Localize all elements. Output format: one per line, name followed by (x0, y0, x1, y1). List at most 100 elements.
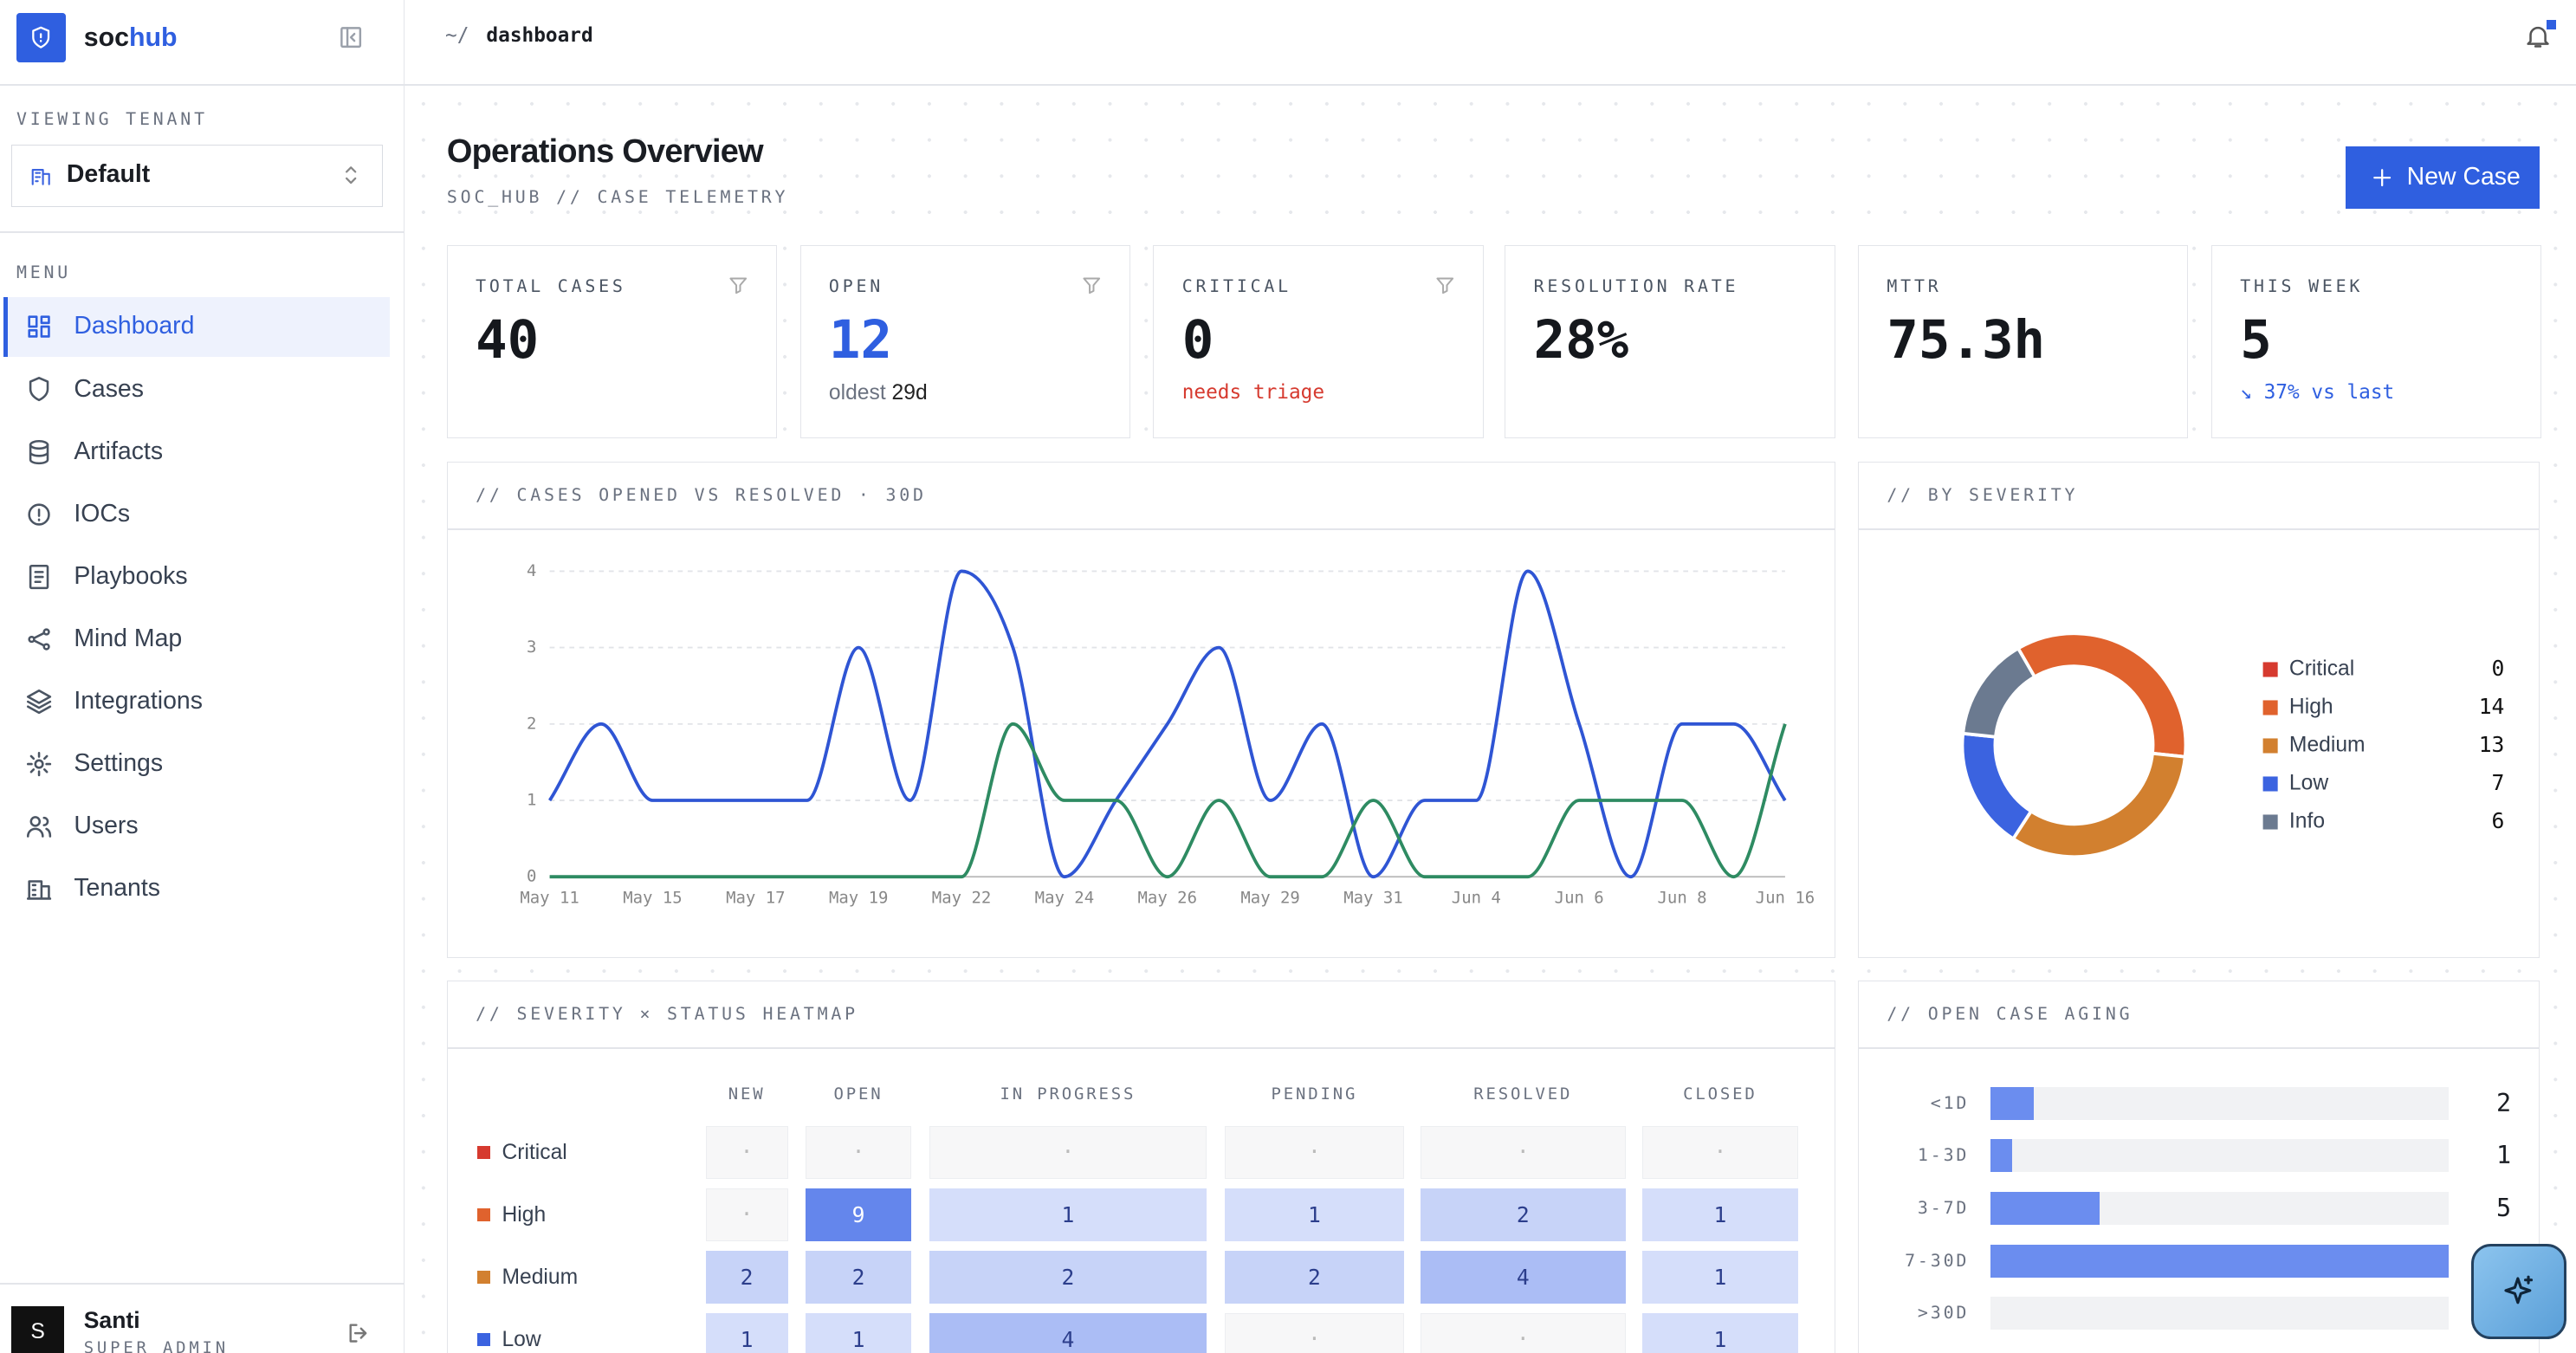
stat-label: MTTR (1887, 276, 1942, 297)
panel: // CASES OPENED VS RESOLVED · 30D 0 1 2 3 4 Ma… (446, 461, 1835, 958)
menu-item[interactable]: IOCs (5, 485, 390, 544)
y-tick-label: 4 (527, 561, 536, 580)
bar-track (1990, 1297, 2450, 1330)
stat-note: needs triage (1181, 381, 1325, 405)
notifications[interactable] (2523, 22, 2553, 51)
heatmap-cell: 9 (806, 1188, 911, 1241)
x-tick-label: May 17 (726, 888, 785, 907)
legend-value: 7 (2492, 770, 2505, 795)
assistant-icon (2504, 1275, 2534, 1304)
stat-value: 75.3h (1887, 309, 2046, 371)
row-swatch (477, 1333, 491, 1347)
notification-dot (2546, 19, 2557, 30)
bar (1990, 1086, 2035, 1120)
cell-value: 2 (851, 1264, 865, 1290)
legend-value: 6 (2492, 808, 2505, 833)
menu-item[interactable]: Artifacts (5, 422, 390, 481)
stat-card: MTTR 75.3h (1858, 244, 2189, 439)
bar-track (1990, 1139, 2450, 1173)
bar (1990, 1139, 2013, 1173)
heatmap-cell: 2 (929, 1251, 1207, 1304)
heatmap-cell: · (1420, 1313, 1626, 1353)
menu-icon (29, 377, 49, 402)
heatmap-cell: 1 (1641, 1251, 1798, 1304)
user-role: SUPER ADMIN (83, 1338, 229, 1353)
filter[interactable] (1434, 274, 1457, 297)
y-tick-label: 0 (527, 866, 536, 885)
tenant-label: VIEWING TENANT (16, 109, 208, 130)
menu-label: Mind Map (74, 624, 183, 652)
new-case-button[interactable]: New Case (2346, 146, 2540, 209)
heatmap-cell: 1 (929, 1188, 1207, 1241)
menu-item[interactable]: Integrations (5, 672, 390, 731)
stat-card: OPEN 12 oldest 29d (799, 244, 1130, 439)
cell-value: 4 (1516, 1264, 1530, 1290)
collapse-sidebar[interactable] (337, 23, 365, 51)
heatmap-cell: · (705, 1188, 788, 1241)
menu-icon (27, 689, 52, 714)
cell-value: 1 (1061, 1201, 1075, 1227)
menu-label: IOCs (74, 499, 131, 528)
bar-label: <1D (1930, 1092, 1970, 1113)
tenant-select[interactable]: Default (11, 144, 383, 207)
row-swatch (477, 1208, 491, 1222)
y-tick-label: 3 (527, 638, 536, 657)
cell-value: · (740, 1138, 754, 1164)
avatar: S (11, 1305, 64, 1353)
panel-title: // CASES OPENED VS RESOLVED · 30D (476, 484, 927, 505)
sidebar: sochub VIEWING TENANT Default MENU Dashboard… (0, 0, 405, 1353)
filter[interactable] (727, 274, 750, 297)
bar (1990, 1244, 2450, 1278)
menu-icon (28, 628, 51, 651)
menu-item[interactable]: Mind Map (5, 610, 390, 669)
stat-value: 0 (1181, 309, 1214, 371)
logo-icon (32, 27, 50, 49)
x-tick-label: May 26 (1137, 888, 1196, 907)
heatmap-cell: 1 (1641, 1313, 1798, 1353)
cell-value: · (1061, 1138, 1075, 1164)
cell-value: 1 (1713, 1264, 1727, 1290)
stat-value: 40 (476, 309, 540, 371)
row-label: Low (502, 1327, 541, 1351)
cell-value: 2 (1307, 1264, 1321, 1290)
logo (16, 13, 66, 63)
menu-item[interactable]: Settings (5, 735, 390, 793)
panel-divider (447, 1047, 1835, 1050)
stat-card: THIS WEEK 5 ↘ 37% vs last (2210, 244, 2542, 439)
menu-item[interactable]: Playbooks (5, 547, 390, 606)
path: dashboard (486, 23, 593, 47)
bar-value: 1 (2496, 1141, 2512, 1170)
donut-segment (1961, 645, 2037, 739)
assistant-button[interactable] (2470, 1243, 2566, 1339)
divider (0, 231, 405, 234)
heatmap-cell: 1 (806, 1313, 911, 1353)
legend-value: 13 (2479, 732, 2505, 757)
cell-value: 1 (1713, 1201, 1727, 1227)
divider (0, 83, 405, 86)
cell-value: · (1713, 1138, 1727, 1164)
donut-segment (1960, 731, 2034, 841)
filter[interactable] (1080, 274, 1104, 297)
menu-item[interactable]: Cases (5, 359, 390, 418)
legend-value: 14 (2479, 694, 2505, 719)
bar-value: 5 (2496, 1194, 2512, 1223)
menu-item[interactable]: Tenants (5, 859, 390, 918)
menu-label: Playbooks (74, 561, 188, 590)
menu-icon (29, 564, 49, 589)
stat-label: RESOLUTION RATE (1533, 276, 1739, 297)
column-header: OPEN (833, 1084, 883, 1104)
cell-value: 1 (1713, 1326, 1727, 1352)
heatmap-cell: 2 (806, 1251, 911, 1304)
legend-swatch (2262, 814, 2278, 830)
cell-value: 2 (1516, 1201, 1530, 1227)
panel: // OPEN CASE AGING<1D21-3D13-7D57-30D21>… (1858, 981, 2540, 1353)
row-swatch (477, 1271, 491, 1285)
logout[interactable] (345, 1319, 372, 1347)
menu-item[interactable]: Users (5, 797, 390, 856)
menu-item[interactable]: Dashboard (3, 297, 390, 357)
menu-label: Integrations (74, 686, 203, 715)
menu-icon (28, 315, 51, 339)
brand-accent: hub (128, 23, 178, 52)
avatar-initial: S (30, 1320, 45, 1344)
heatmap-cell: 2 (1225, 1251, 1404, 1304)
